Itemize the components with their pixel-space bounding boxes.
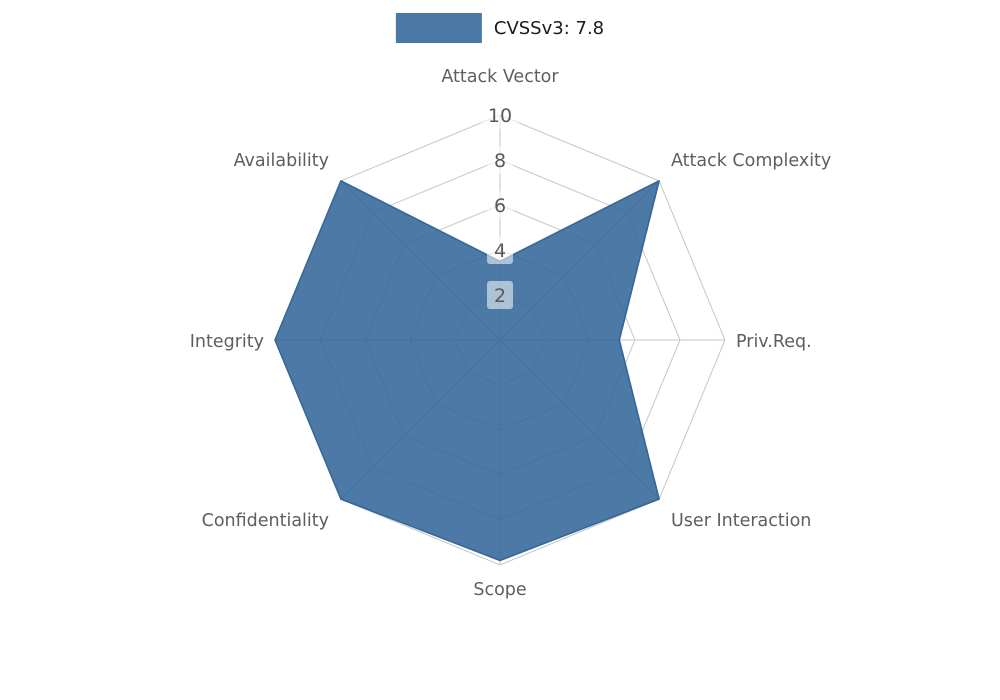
tick-label-8: 8 [494,150,506,172]
category-label-attack-complexity: Attack Complexity [671,151,831,171]
tick-label-10: 10 [488,105,512,127]
tick-box-8 [487,146,513,174]
legend-label: CVSSv3: 7.8 [493,17,605,39]
category-label-user-interaction: User Interaction [671,511,811,531]
category-label-scope: Scope [473,580,526,600]
legend-swatch [395,13,482,43]
tick-label-6: 6 [494,195,506,217]
tick-box-4 [487,236,513,264]
tick-label-4: 4 [494,240,506,262]
tick-label-2: 2 [494,285,506,307]
category-label-integrity: Integrity [190,332,264,352]
category-label-availability: Availability [234,151,329,171]
category-label-attack-vector: Attack Vector [441,67,559,87]
tick-box-6 [487,191,513,219]
legend: CVSSv3: 7.8 [395,13,605,43]
category-label-priv-req: Priv.Req. [736,332,812,352]
tick-box-2 [487,281,513,309]
tick-box-10 [481,101,519,129]
series-polygon [274,180,660,562]
category-label-confidentiality: Confidentiality [202,511,329,531]
